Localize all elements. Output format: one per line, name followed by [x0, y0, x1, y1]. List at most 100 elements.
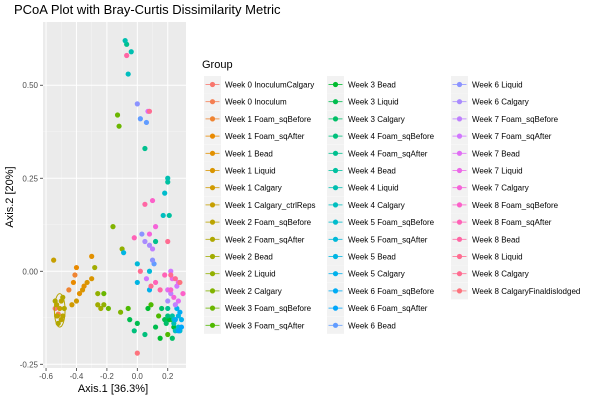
- plot-panel: [43, 22, 186, 368]
- legend-item: Week 6 Calgary: [451, 93, 529, 111]
- data-point: [69, 302, 75, 308]
- legend-item: Week 4 Bead: [327, 162, 396, 179]
- data-point: [177, 309, 183, 315]
- data-point: [51, 257, 57, 263]
- legend-item: Week 0 Inoculum: [204, 93, 287, 111]
- legend-item: Week 3 Liquid: [327, 93, 399, 111]
- data-point: [175, 328, 181, 334]
- data-point: [61, 305, 67, 312]
- data-point: [72, 272, 78, 278]
- legend-key-point: [332, 236, 339, 242]
- legend-key-point: [332, 271, 339, 277]
- x-tick-label: -0.6: [39, 372, 53, 381]
- legend-key-point: [332, 202, 339, 208]
- legend-label: Week 6 Liquid: [472, 81, 523, 90]
- data-point: [134, 320, 140, 326]
- data-point: [125, 71, 131, 77]
- data-point: [98, 305, 104, 312]
- legend-key-point: [332, 150, 339, 156]
- data-point: [168, 268, 174, 274]
- legend-item: Week 8 Calgary: [451, 265, 529, 283]
- data-point: [139, 231, 145, 237]
- legend-label: Week 6 Bead: [348, 321, 396, 330]
- data-point: [114, 112, 121, 118]
- legend-key-point: [209, 236, 216, 242]
- legend-label: Week 7 Calgary: [472, 184, 529, 193]
- data-point: [162, 272, 168, 278]
- data-point: [137, 268, 143, 274]
- data-point: [177, 279, 183, 286]
- data-point: [149, 197, 156, 204]
- legend-item: Week 5 Foam_sqAfter: [327, 230, 428, 248]
- y-tick-label: 0.25: [22, 174, 38, 183]
- y-axis-title: Axis.2 [20%]: [4, 166, 16, 227]
- data-point: [146, 242, 153, 248]
- legend-key-point: [209, 167, 216, 174]
- legend-key-point: [456, 116, 463, 122]
- legend-label: Week 5 Foam_sqBefore: [348, 218, 435, 227]
- legend-label: Week 7 Foam_sqBefore: [472, 115, 559, 124]
- legend-item: Week 6 Foam_sqAfter: [327, 299, 428, 317]
- legend-label: Week 5 Foam_sqAfter: [348, 235, 428, 244]
- legend-item: Week 2 Calgary: [204, 282, 282, 300]
- data-point: [127, 317, 133, 323]
- legend-key-point: [209, 99, 216, 105]
- data-point: [73, 298, 80, 304]
- data-point: [101, 302, 107, 308]
- data-point: [128, 49, 134, 55]
- legend-key-point: [209, 202, 216, 208]
- legend-key-point: [456, 253, 463, 260]
- legend-item: Week 6 Foam_sqBefore: [327, 282, 435, 300]
- data-point: [146, 268, 153, 274]
- legend-key-point: [209, 185, 216, 191]
- data-point: [165, 238, 171, 245]
- legend-key-point: [209, 271, 216, 277]
- legend-item: Week 7 Calgary: [451, 179, 529, 197]
- legend-item: Week 3 Foam_sqBefore: [204, 299, 312, 317]
- legend-key-point: [209, 150, 216, 156]
- legend-label: Week 4 Liquid: [348, 184, 399, 193]
- legend-item: Week 2 Liquid: [204, 265, 276, 283]
- data-point: [165, 313, 171, 319]
- data-point: [66, 287, 72, 293]
- data-point: [175, 298, 181, 304]
- legend-item: Week 4 Liquid: [327, 179, 399, 197]
- legend-key-point: [332, 133, 339, 139]
- data-point: [124, 52, 130, 59]
- legend-label: Week 3 Liquid: [348, 98, 399, 107]
- legend-label: Week 3 Calgary: [348, 115, 405, 124]
- legend-item: Week 5 Foam_sqBefore: [327, 213, 435, 231]
- data-point: [116, 123, 122, 129]
- legend-label: Week 1 Liquid: [225, 167, 276, 176]
- legend-label: Week 8 Bead: [472, 235, 520, 244]
- data-point: [89, 276, 95, 282]
- data-point: [137, 116, 143, 122]
- legend-key-point: [209, 305, 216, 311]
- legend-key-point: [209, 133, 216, 139]
- legend-key-point: [456, 81, 463, 88]
- legend-key-point: [332, 322, 339, 328]
- x-tick-label: -0.4: [70, 372, 84, 381]
- legend-label: Week 0 InoculumCalgary: [225, 81, 314, 90]
- data-point: [131, 328, 137, 334]
- legend: Group Week 0 InoculumCalgary Week 0 Inocu…: [202, 59, 580, 334]
- data-point: [163, 320, 169, 326]
- legend-item: Week 0 InoculumCalgary: [204, 76, 314, 93]
- legend-item: Week 1 Calgary_ctrlReps: [204, 196, 316, 214]
- data-point: [168, 290, 174, 297]
- legend-label: Week 7 Liquid: [472, 167, 523, 176]
- data-point: [171, 294, 177, 300]
- legend-item: Week 7 Foam_sqAfter: [451, 127, 552, 145]
- legend-item: Week 7 Foam_sqBefore: [451, 110, 559, 128]
- data-point: [178, 324, 185, 330]
- legend-label: Week 7 Foam_sqAfter: [472, 132, 552, 141]
- data-point: [84, 279, 90, 286]
- legend-key-point: [456, 288, 463, 294]
- legend-item: Week 1 Bead: [204, 144, 273, 162]
- legend-item: Week 6 Bead: [327, 316, 396, 334]
- legend-item: Week 8 Liquid: [451, 248, 523, 265]
- legend-item: Week 2 Bead: [204, 248, 273, 265]
- legend-label: Week 5 Calgary: [348, 270, 405, 279]
- x-tick-label: 0.0: [132, 372, 144, 381]
